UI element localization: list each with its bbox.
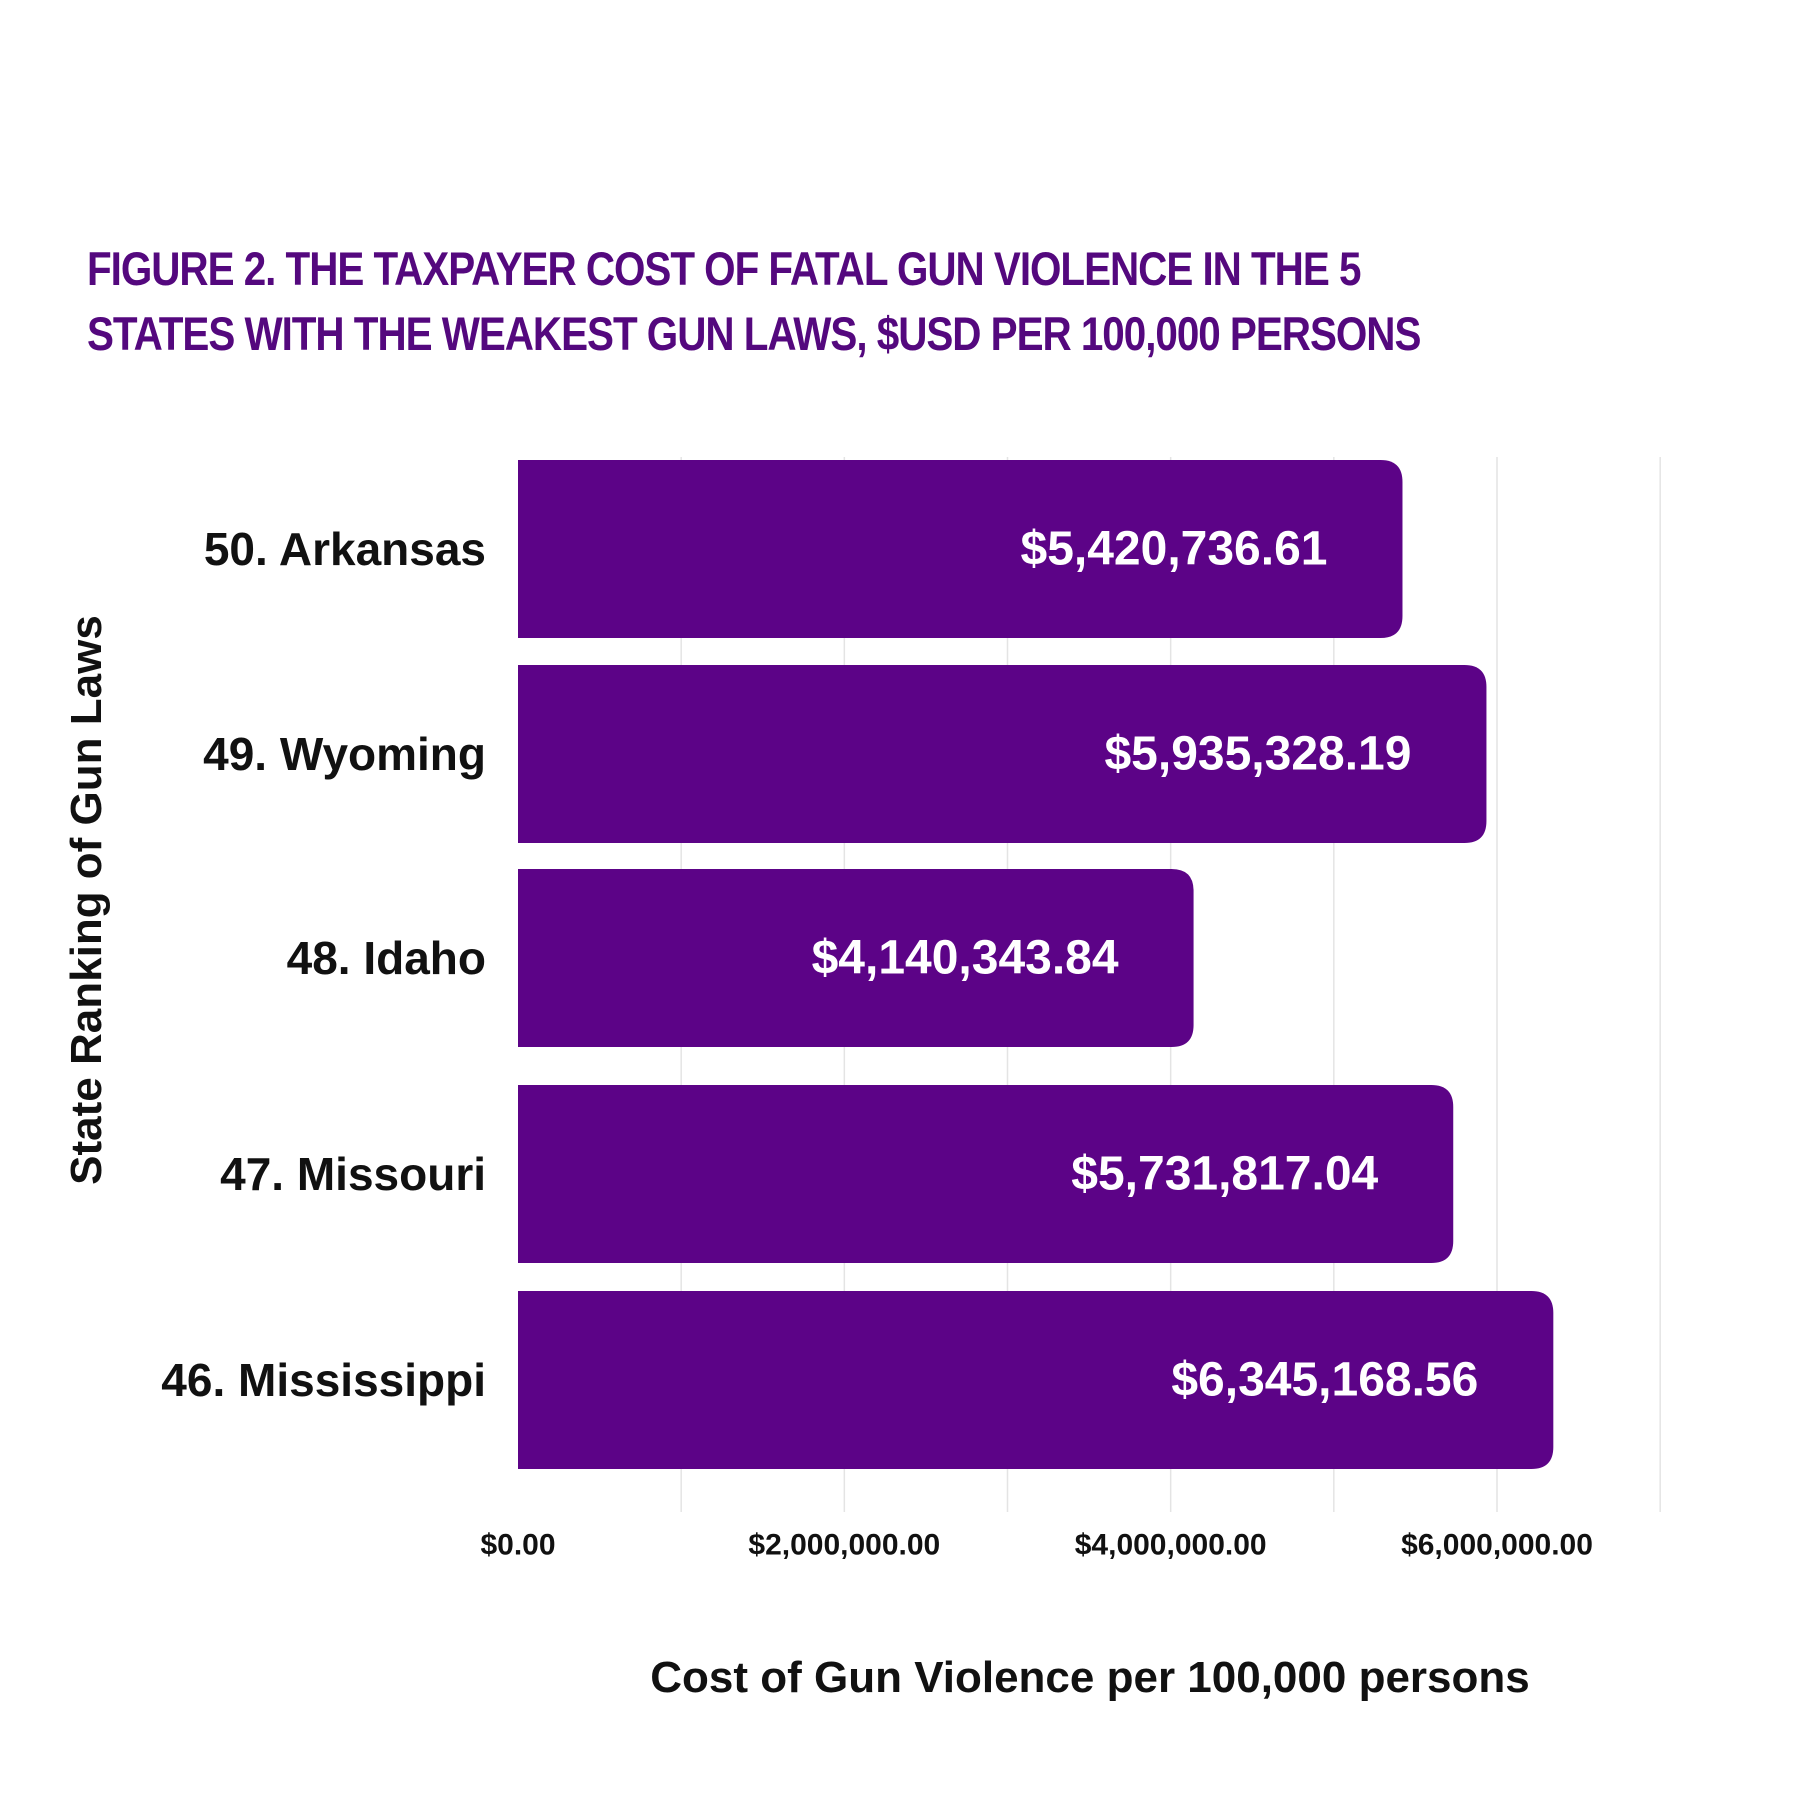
category-label: 48. Idaho bbox=[287, 932, 486, 984]
bar-value-label: $4,140,343.84 bbox=[812, 932, 1119, 985]
x-tick-label: $6,000,000.00 bbox=[1401, 1529, 1593, 1562]
category-label: 46. Mississippi bbox=[161, 1354, 486, 1406]
bar-value-label: $5,731,817.04 bbox=[1071, 1148, 1378, 1201]
bar bbox=[518, 665, 1487, 843]
bar bbox=[518, 1085, 1454, 1263]
category-label: 49. Wyoming bbox=[203, 728, 486, 780]
bar-value-label: $5,420,736.61 bbox=[1021, 523, 1328, 576]
x-tick-labels: $0.00 $2,000,000.00 $4,000,000.00 $6,000,00… bbox=[480, 1529, 1592, 1562]
x-tick-label: $4,000,000.00 bbox=[1075, 1529, 1267, 1562]
bar bbox=[518, 460, 1403, 638]
x-tick-label: $2,000,000.00 bbox=[748, 1529, 940, 1562]
bar bbox=[518, 869, 1194, 1047]
bar bbox=[518, 1291, 1554, 1469]
bars: $5,420,736.61 $5,935,328.19 $4,140,343.84 $… bbox=[518, 460, 1554, 1469]
category-label: 47. Missouri bbox=[220, 1148, 486, 1200]
chart-title: FIGURE 2. THE TAXPAYER COST OF FATAL GUN… bbox=[87, 242, 1421, 360]
x-tick-label: $0.00 bbox=[480, 1529, 555, 1562]
x-axis-title: Cost of Gun Violence per 100,000 persons bbox=[650, 1653, 1529, 1702]
category-label: 50. Arkansas bbox=[204, 523, 486, 575]
bar-value-label: $5,935,328.19 bbox=[1104, 728, 1411, 781]
y-axis-title: State Ranking of Gun Laws bbox=[62, 615, 111, 1185]
bar-value-label: $6,345,168.56 bbox=[1171, 1354, 1478, 1407]
category-labels: 50. Arkansas 49. Wyoming 48. Idaho 47. Miss… bbox=[161, 523, 486, 1406]
